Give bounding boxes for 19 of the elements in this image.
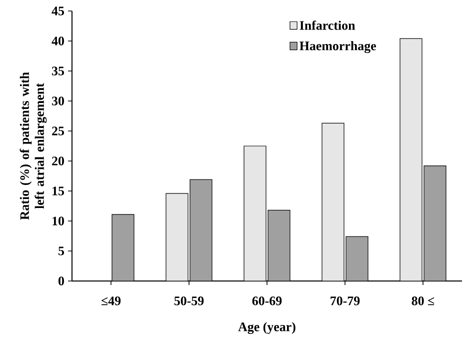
x-tick-label: 70-79: [330, 296, 360, 306]
y-tick-label: 10: [52, 216, 64, 226]
y-tick-label: 35: [52, 66, 64, 76]
x-tick-label: ≤49: [102, 296, 121, 306]
y-tick-label: 40: [52, 36, 64, 46]
y-tick-label: 15: [52, 186, 64, 196]
x-tick-label: 50-59: [174, 296, 204, 306]
legend-label: Haemorrhage: [300, 41, 376, 54]
y-tick-label: 30: [52, 96, 64, 106]
x-tick-label: 80 ≤: [412, 296, 434, 306]
y-axis-title: Ratio (%) of patients with left atrial enlargement: [20, 72, 47, 220]
x-axis-title: Age (year): [238, 322, 296, 334]
y-tick-label: 25: [52, 126, 64, 136]
y-tick-label: 45: [52, 6, 64, 16]
legend-label: Infarction: [300, 20, 356, 30]
y-tick-label: 20: [52, 156, 64, 166]
y-tick-label: 0: [58, 276, 64, 286]
y-tick-label: 5: [58, 246, 64, 256]
x-tick-label: 60-69: [252, 296, 282, 306]
